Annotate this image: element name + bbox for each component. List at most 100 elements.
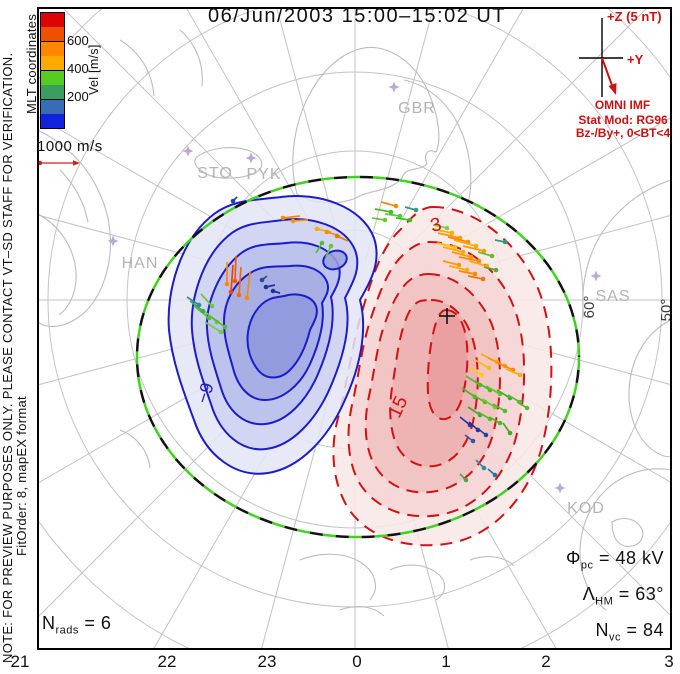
flow-vector-origin bbox=[236, 292, 242, 298]
velocity-vectors bbox=[186, 196, 530, 483]
flow-vector bbox=[189, 300, 204, 312]
flow-vector bbox=[496, 389, 511, 399]
flow-vector bbox=[451, 251, 472, 258]
flow-vector bbox=[442, 260, 460, 266]
flow-vector bbox=[485, 385, 501, 395]
mlt-meridian bbox=[276, 8, 346, 262]
flow-vector-origin bbox=[232, 278, 238, 284]
flow-vector-origin bbox=[388, 209, 394, 215]
flow-vector-origin bbox=[218, 329, 224, 335]
flow-vector-origin bbox=[314, 226, 320, 232]
contour-label-positive-outer: 3 bbox=[428, 214, 444, 237]
flow-vector-origin bbox=[244, 295, 250, 301]
flow-vector-origin bbox=[473, 243, 479, 249]
colorbar-segment bbox=[41, 71, 64, 85]
velocity-colorbar bbox=[40, 12, 65, 129]
flow-vector bbox=[507, 394, 521, 403]
fit-order-note: FitOrder: 8, mapEX format bbox=[14, 396, 29, 556]
flow-vector-origin bbox=[486, 365, 492, 371]
flow-vector bbox=[474, 380, 491, 391]
flow-vector-origin bbox=[334, 233, 340, 239]
flow-vector-origin bbox=[517, 372, 523, 378]
station-label-kod: KOD bbox=[567, 500, 605, 517]
radar-marker-icon bbox=[107, 235, 119, 247]
flow-vector bbox=[432, 224, 448, 229]
flow-vector bbox=[384, 213, 401, 217]
flow-vector-origin bbox=[222, 324, 228, 330]
flow-vector-origin bbox=[228, 289, 234, 295]
flow-vector bbox=[230, 264, 234, 293]
preview-disclaimer-note: NOTE: FOR PREVIEW PURPOSES ONLY. PLEASE … bbox=[0, 52, 15, 663]
flow-vector bbox=[234, 255, 237, 282]
colorbar-tick-400: 400 bbox=[67, 61, 89, 76]
flow-vector-origin bbox=[200, 308, 206, 314]
flow-vector-origin bbox=[449, 230, 455, 236]
flow-vector-origin bbox=[502, 239, 508, 245]
flow-vector bbox=[492, 403, 506, 412]
flow-vector bbox=[462, 245, 485, 252]
radar-site-markers bbox=[107, 81, 602, 494]
flow-vector-origin bbox=[224, 281, 230, 287]
colorbar-tick-600: 600 bbox=[67, 33, 89, 48]
mlt-axis-label-1: 1 bbox=[441, 652, 451, 671]
mlt-axis-label-23: 23 bbox=[257, 652, 277, 671]
flow-vector bbox=[209, 315, 226, 328]
mlt-meridian bbox=[185, 8, 336, 266]
colorbar-segment bbox=[41, 85, 64, 100]
flow-vector-origin bbox=[483, 432, 489, 438]
colorbar-segment bbox=[41, 13, 64, 27]
flow-vector-origin bbox=[290, 218, 296, 224]
flow-vector bbox=[453, 239, 477, 247]
flow-vector-origin bbox=[497, 420, 503, 426]
flow-vector-origin bbox=[196, 302, 202, 308]
flow-vector-origin bbox=[397, 213, 403, 219]
imf-dial bbox=[579, 18, 623, 97]
flow-vector bbox=[200, 293, 213, 307]
colorbar-segment bbox=[41, 114, 64, 128]
coastlines bbox=[38, 29, 671, 617]
radar-marker-icon bbox=[590, 270, 602, 282]
flow-vector bbox=[238, 266, 242, 296]
flow-vector bbox=[477, 411, 491, 420]
flow-vector bbox=[436, 242, 456, 248]
flow-vector-origin bbox=[493, 267, 499, 273]
flow-vector bbox=[448, 265, 468, 271]
colorbar-segment bbox=[41, 27, 64, 42]
flow-vector-origin bbox=[481, 248, 487, 254]
mlt-meridian bbox=[382, 8, 648, 273]
positive-potential-cell bbox=[332, 205, 553, 547]
flow-vector bbox=[246, 271, 251, 299]
flow-vector-origin bbox=[456, 262, 462, 268]
flow-vector-origin bbox=[413, 207, 419, 213]
negative-potential-cell bbox=[167, 195, 378, 475]
flow-vector bbox=[186, 296, 200, 306]
hm-boundary bbox=[135, 175, 581, 539]
flow-vector bbox=[470, 393, 486, 403]
flow-vector bbox=[467, 275, 484, 280]
flow-vector-origin bbox=[507, 430, 513, 436]
radar-marker-icon bbox=[388, 81, 400, 93]
imf-source-label: OMNI IMF bbox=[594, 98, 651, 112]
flow-vector bbox=[497, 362, 514, 371]
flow-vector-origin bbox=[464, 267, 470, 273]
flow-vector bbox=[380, 201, 397, 207]
mlt-meridian bbox=[62, 8, 328, 273]
colorbar-segment bbox=[41, 42, 64, 56]
flow-vector-origin bbox=[460, 249, 466, 255]
flow-vector-origin bbox=[407, 217, 413, 223]
flow-vector bbox=[474, 359, 490, 369]
mlt-axis-label-0: 0 bbox=[352, 652, 362, 671]
lat-label-60: 60° bbox=[581, 296, 598, 319]
lat-label-50: 50° bbox=[658, 299, 675, 322]
mlt-axis-label-2: 2 bbox=[541, 652, 551, 671]
cross-polar-cap-potential: Φpc = 48 kV bbox=[565, 548, 664, 572]
colorbar-label: Vel [m/s] bbox=[87, 44, 101, 95]
flow-vector bbox=[395, 217, 411, 221]
flow-vector-origin bbox=[280, 215, 286, 221]
imf-model-label: Stat Mod: RG96 bbox=[578, 113, 668, 127]
mlt-meridian bbox=[364, 8, 434, 262]
flow-vector bbox=[447, 236, 469, 243]
radar-count-stat: Nrads = 6 bbox=[42, 613, 112, 637]
mlt-axis-label-21: 21 bbox=[10, 652, 30, 671]
